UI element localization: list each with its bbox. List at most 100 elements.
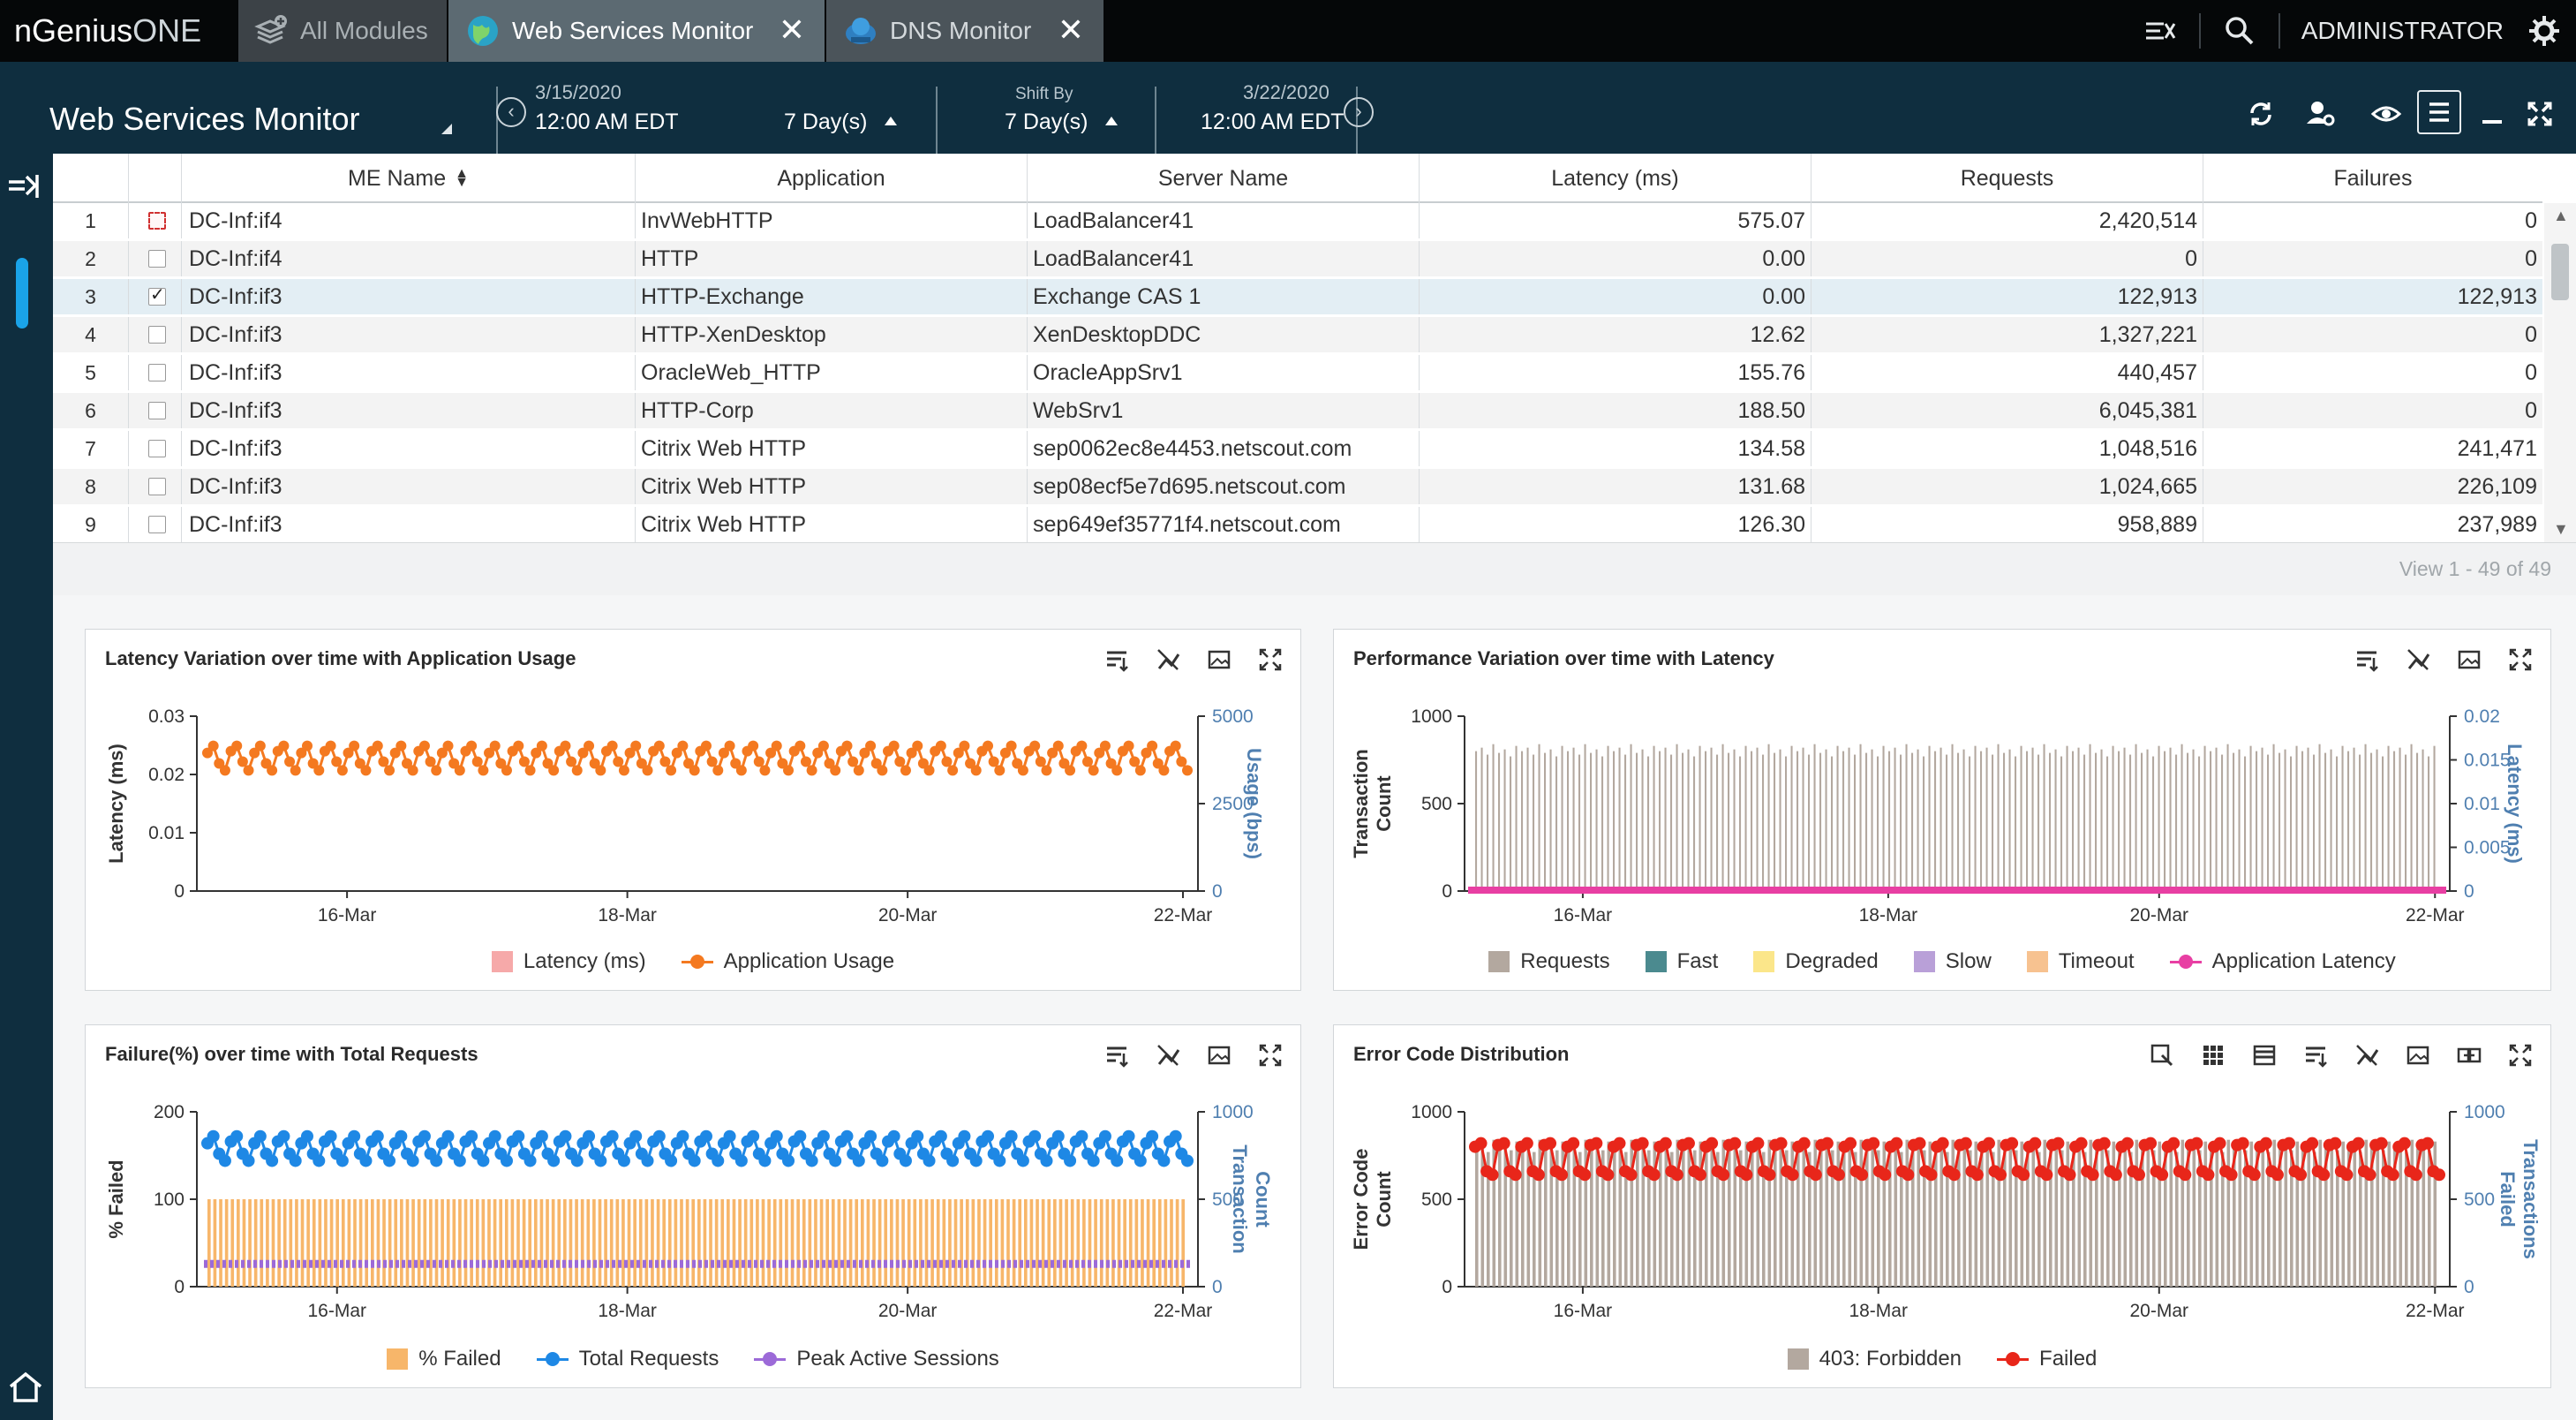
performance-variation-chart[interactable]: 0 500 1000 0 0.005 0.01 0.015 0.02 16-Mar 18-Mar 2…	[1334, 691, 2552, 939]
minimize-icon[interactable]	[2470, 92, 2514, 136]
legend-item[interactable]: Fast	[1645, 949, 1718, 974]
zoom-select-icon[interactable]	[2148, 1041, 2176, 1069]
legend-item[interactable]: Slow	[1913, 949, 1992, 974]
app-logo[interactable]: nGeniusONE	[14, 12, 202, 49]
legend-item[interactable]: Timeout	[2026, 949, 2135, 974]
usage-point	[454, 765, 465, 776]
row-checkbox[interactable]	[148, 516, 166, 533]
sort-bars-icon[interactable]	[1103, 1041, 1131, 1069]
row-checkbox[interactable]	[148, 250, 166, 268]
checkbox-cell	[129, 279, 182, 314]
user-settings-icon[interactable]	[2299, 92, 2343, 136]
end-date[interactable]: 3/22/2020	[1243, 81, 1329, 103]
table-row[interactable]: 4 DC-Inf:if3 HTTP-XenDesktop XenDesktopDDC 1…	[53, 317, 2542, 352]
legend-item[interactable]: Requests	[1488, 949, 1610, 974]
row-checkbox[interactable]	[148, 283, 166, 306]
shift-by-select[interactable]: 7 Day(s)	[1005, 110, 1088, 134]
row-checkbox[interactable]	[148, 326, 166, 344]
search-icon[interactable]	[2222, 13, 2257, 49]
legend-item[interactable]: Latency (ms)	[491, 949, 646, 974]
column-header-me-name[interactable]: ME Name ▲ ▼	[182, 154, 636, 203]
duration-caret-icon[interactable]	[885, 117, 897, 125]
previous-period-button[interactable]: ‹	[496, 97, 526, 127]
title-dropdown-icon[interactable]	[441, 124, 452, 134]
close-tab-icon[interactable]: ✕	[1057, 11, 1084, 48]
row-checkbox[interactable]	[148, 212, 166, 230]
close-tab-icon[interactable]: ✕	[778, 11, 805, 48]
maximize-icon[interactable]	[1256, 1041, 1284, 1069]
image-icon[interactable]	[2404, 1041, 2432, 1069]
grid-icon[interactable]	[2199, 1041, 2227, 1069]
start-date[interactable]: 3/15/2020	[535, 81, 621, 103]
scroll-up-icon[interactable]: ▲	[2553, 207, 2569, 224]
row-checkbox[interactable]	[148, 402, 166, 419]
shift-caret-icon[interactable]	[1105, 117, 1118, 125]
compare-icon[interactable]	[2455, 1041, 2483, 1069]
user-menu[interactable]: ADMINISTRATOR	[2301, 17, 2504, 44]
latency-variation-chart[interactable]: 0 0.01 0.02 0.03 0 2500 5000 16-Mar 18-Mar 20-Mar…	[86, 691, 1302, 939]
tab-web-services-monitor[interactable]: Web Services Monitor ✕	[448, 0, 825, 62]
maximize-icon[interactable]	[1256, 646, 1284, 674]
duration-select[interactable]: 7 Day(s)	[784, 110, 868, 134]
scroll-down-icon[interactable]: ▼	[2553, 520, 2569, 538]
end-time[interactable]: 12:00 AM EDT	[1201, 110, 1344, 134]
legend-item[interactable]: Failed	[1997, 1347, 2097, 1371]
eye-icon[interactable]	[2364, 92, 2408, 136]
table-row[interactable]: 7 DC-Inf:if3 Citrix Web HTTP sep0062ec8e445…	[53, 431, 2542, 466]
tab-dns-monitor[interactable]: DNS Monitor ✕	[826, 0, 1103, 62]
scrollbar-thumb[interactable]	[2551, 244, 2569, 300]
expand-sidebar-icon[interactable]	[5, 170, 46, 205]
table-row[interactable]: 8 DC-Inf:if3 Citrix Web HTTP sep08ecf5e7d69…	[53, 469, 2542, 504]
table-icon[interactable]	[2250, 1041, 2278, 1069]
chart-type-icon[interactable]	[2404, 646, 2432, 674]
chart-type-icon[interactable]	[1154, 1041, 1182, 1069]
row-checkbox[interactable]	[148, 440, 166, 457]
maximize-icon[interactable]	[2506, 1041, 2535, 1069]
table-row[interactable]: 1 DC-Inf:if4 InvWebHTTP LoadBalancer41 575.0…	[53, 203, 2542, 238]
start-time[interactable]: 12:00 AM EDT	[535, 110, 679, 134]
image-icon[interactable]	[1205, 1041, 1233, 1069]
refresh-icon[interactable]	[2239, 92, 2283, 136]
sort-icon[interactable]: ▲ ▼	[455, 166, 469, 190]
error-code-chart[interactable]: 0 500 1000 0 500 1000 16-Mar 18-Mar 20-Mar 22-Mar…	[1334, 1087, 2552, 1334]
legend-item[interactable]: Application Latency	[2169, 949, 2396, 974]
clear-filter-icon[interactable]	[2143, 13, 2178, 49]
row-checkbox[interactable]	[148, 478, 166, 495]
sort-bars-icon[interactable]	[1103, 646, 1131, 674]
menu-icon[interactable]	[2417, 90, 2461, 134]
row-checkbox[interactable]	[148, 364, 166, 381]
image-icon[interactable]	[1205, 646, 1233, 674]
table-row[interactable]: 5 DC-Inf:if3 OracleWeb_HTTP OracleAppSrv1 15…	[53, 355, 2542, 390]
column-header-requests[interactable]: Requests	[1811, 154, 2203, 203]
tab-all-modules[interactable]: All Modules	[238, 0, 447, 62]
chart-type-icon[interactable]	[2353, 1041, 2381, 1069]
sort-bars-icon[interactable]	[2353, 646, 2381, 674]
legend-item[interactable]: Total Requests	[536, 1347, 719, 1371]
usage-point	[231, 740, 243, 752]
chart-type-icon[interactable]	[1154, 646, 1182, 674]
table-row[interactable]: 2 DC-Inf:if4 HTTP LoadBalancer41 0.00 0 0	[53, 241, 2542, 276]
legend-item[interactable]: % Failed	[387, 1347, 501, 1371]
expand-icon[interactable]	[2518, 92, 2562, 136]
sort-bars-icon[interactable]	[2301, 1041, 2330, 1069]
home-icon[interactable]	[5, 1367, 46, 1408]
maximize-icon[interactable]	[2506, 646, 2535, 674]
table-row[interactable]: 6 DC-Inf:if3 HTTP-Corp WebSrv1 188.50 6,045,3…	[53, 393, 2542, 428]
column-header-application[interactable]: Application	[636, 154, 1028, 203]
column-header-server-name[interactable]: Server Name	[1028, 154, 1420, 203]
next-period-button[interactable]: ›	[1344, 97, 1374, 127]
legend-item[interactable]: Peak Active Sessions	[754, 1347, 999, 1371]
failure-percent-chart[interactable]: 0 100 200 0 500 1000 16-Mar 18-Mar 20-Mar 22-Mar%…	[86, 1087, 1302, 1334]
image-icon[interactable]	[2455, 646, 2483, 674]
rail-scroll-indicator[interactable]	[16, 258, 28, 329]
column-header-failures[interactable]: Failures	[2203, 154, 2542, 203]
gear-icon[interactable]	[2527, 13, 2562, 49]
legend-item[interactable]: Application Usage	[681, 949, 894, 974]
legend-item[interactable]: Degraded	[1753, 949, 1879, 974]
table-scrollbar[interactable]: ▲ ▼	[2544, 203, 2576, 542]
legend-item[interactable]: 403: Forbidden	[1787, 1347, 1962, 1371]
column-header-latency[interactable]: Latency (ms)	[1420, 154, 1811, 203]
table-row[interactable]: 9 DC-Inf:if3 Citrix Web HTTP sep649ef35771f…	[53, 507, 2542, 542]
usage-point	[706, 756, 718, 767]
